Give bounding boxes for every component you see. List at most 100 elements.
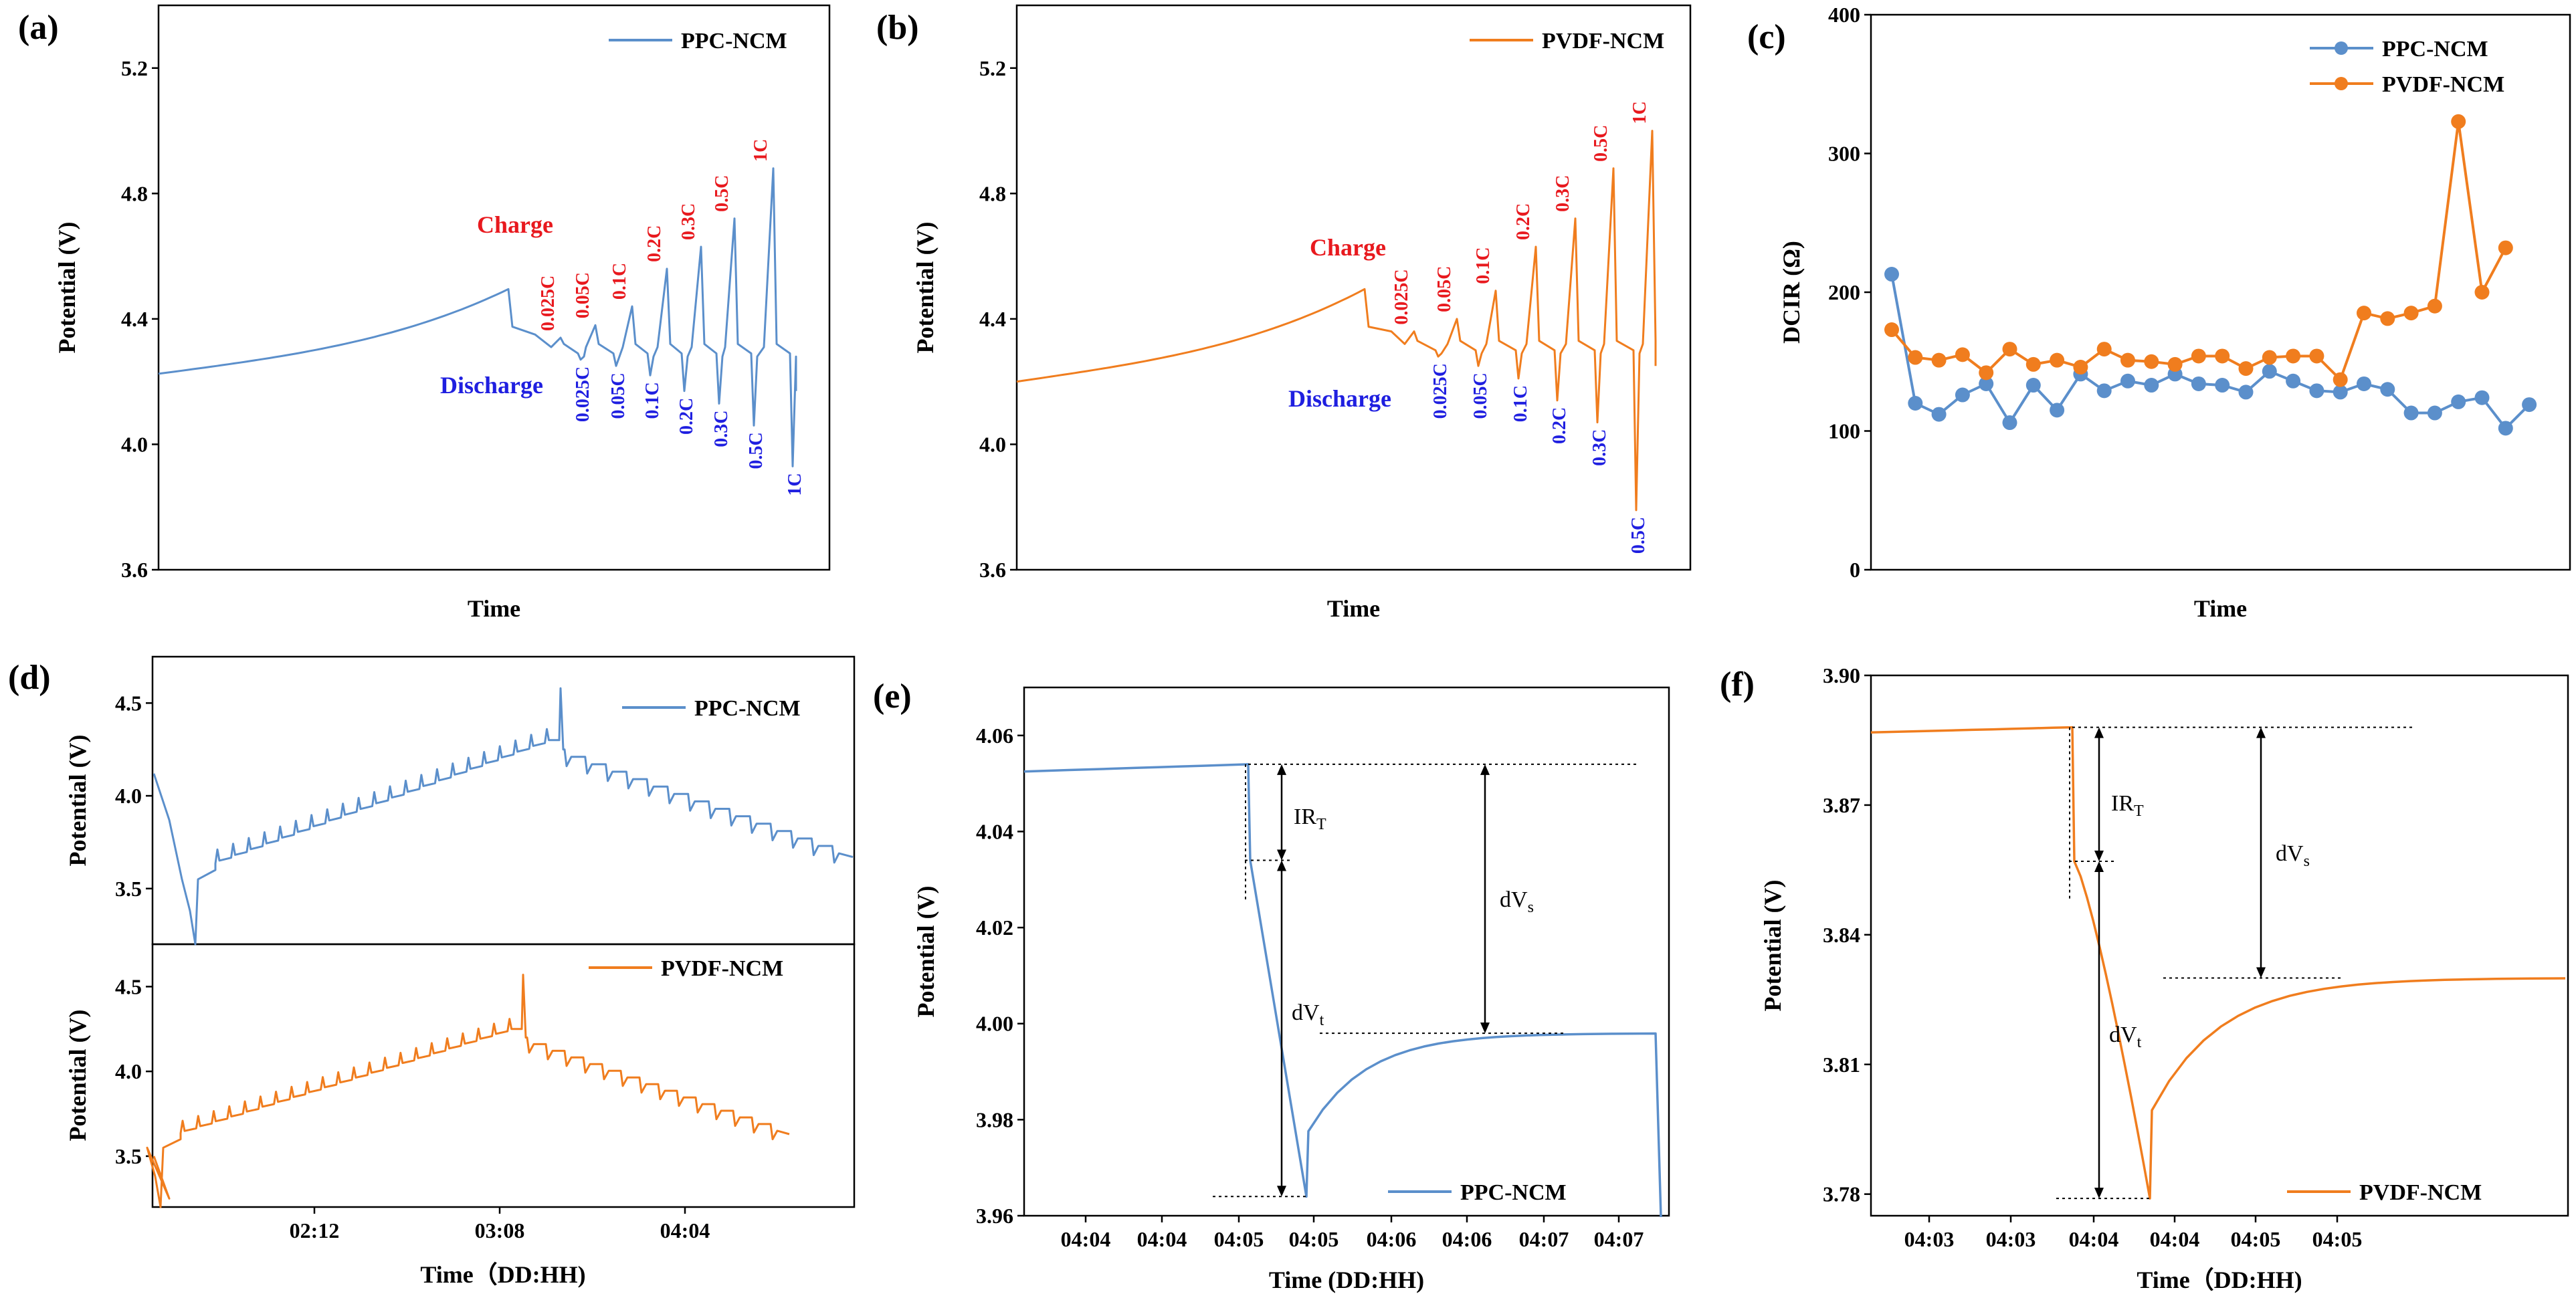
panel-c-data-point	[1931, 352, 1947, 368]
panel-c-data-point	[2002, 415, 2017, 431]
panel-e-ir-arrow-head	[1277, 849, 1286, 861]
panel-a-y-tick-label: 4.8	[121, 181, 148, 205]
panel-e-ir-label: IRT	[1294, 804, 1326, 833]
panel-f-dvt-label: dVt	[2109, 1022, 2142, 1051]
panel-d-x-tick-label: 04:04	[660, 1218, 710, 1242]
panel-d-x-tick-label: 02:12	[290, 1218, 340, 1242]
panel-b-charge-label: Charge	[1310, 234, 1386, 261]
panel-b-y-tick-label: 4.0	[979, 432, 1006, 456]
panel-e-x-tick-label: 04:07	[1519, 1227, 1569, 1251]
panel-c-data-point	[1884, 322, 1899, 338]
panel-a-xlabel: Time	[468, 595, 520, 622]
panel-d-top-legend: PPC-NCM	[694, 696, 801, 721]
panel-a-y-tick-label: 4.4	[121, 307, 148, 331]
panel-c-axes-frame	[1870, 13, 2571, 571]
panel-d-top-y-tick-label: 3.5	[115, 877, 142, 901]
panel-e-dvt-label: dVt	[1292, 1000, 1324, 1029]
panel-c-data-point	[2286, 348, 2301, 364]
panel-a-discharge-rate-label: 0.05C	[608, 372, 629, 419]
panel-a-ylabel: Potential (V)	[54, 222, 80, 354]
panel-e-y-tick-label: 3.98	[976, 1107, 1013, 1131]
panel-e-dvs-arrow-head	[1480, 764, 1490, 775]
panel-e-ylabel: Potential (V)	[912, 886, 939, 1018]
panel-e-x-tick-label: 04:06	[1442, 1227, 1492, 1251]
panel-e-y-tick-label: 3.96	[976, 1204, 1013, 1228]
panel-c-data-point	[2474, 390, 2490, 405]
panel-c-data-point	[2451, 394, 2466, 409]
panel-b-y-tick-label: 4.8	[979, 181, 1006, 205]
panel-b-xlabel: Time	[1327, 595, 1380, 622]
panel-c-y-tick-label: 200	[1828, 280, 1860, 304]
panel-f-dvs-arrow-head	[2256, 967, 2266, 978]
panel-b-discharge-rate-label: 0.025C	[1430, 363, 1451, 419]
panel-b-y-tick-label: 5.2	[979, 56, 1006, 80]
panel-c-data-point	[2357, 306, 2371, 321]
panel-e-x-tick-label: 04:06	[1367, 1227, 1417, 1251]
panel-e-x-tick-label: 04:05	[1214, 1227, 1264, 1251]
panel-d-bottom-ylabel: Potential (V)	[64, 1010, 91, 1141]
panel-c-data-point	[2333, 372, 2348, 387]
panel-a-discharge-rate-label: 1C	[785, 473, 805, 496]
panel-c-data-point	[2238, 361, 2254, 376]
panel-e-xlabel: Time (DD:HH)	[1269, 1267, 1424, 1293]
panel-d-top-y-tick-label: 4.5	[115, 691, 142, 715]
panel-c-xlabel: Time	[2194, 595, 2247, 622]
panel-a-discharge-rate-label: 0.2C	[676, 398, 697, 435]
panel-c-data-point	[2333, 385, 2348, 400]
panel-b-charge-rate-label: 0.2C	[1513, 203, 1534, 240]
panel-e-ir-arrow-head	[1277, 764, 1286, 775]
panel-c-data-point	[2427, 298, 2442, 314]
panel-c-data-point	[1908, 350, 1923, 365]
panel-e-y-tick-label: 4.00	[976, 1012, 1013, 1036]
panel-c-data-point	[2498, 240, 2513, 255]
panel-c-y-tick-label: 100	[1828, 419, 1860, 443]
panel-b-discharge-label: Discharge	[1288, 385, 1391, 412]
panel-c-data-point	[2050, 352, 2065, 368]
panel-b-y-tick-label: 3.6	[979, 558, 1006, 582]
panel-c-data-point	[2167, 356, 2183, 372]
panel-d-xlabel: Time（DD:HH)	[420, 1261, 585, 1288]
panel-e-legend: PPC-NCM	[1460, 1180, 1567, 1205]
panel-c-data-point	[2096, 342, 2112, 357]
panel-a-discharge-rate-label: 0.025C	[573, 366, 593, 422]
panel-c-data-point	[2498, 421, 2513, 436]
panel-f-dvt-arrow-head	[2094, 1188, 2104, 1199]
panel-d-bottom-frame	[151, 943, 856, 1208]
panel-a-charge-rate-label: 0.1C	[609, 263, 630, 300]
panel-a-axes-frame	[157, 4, 831, 571]
panel-c-data-point	[2215, 378, 2230, 393]
panel-c-data-point	[2474, 285, 2490, 300]
panel-e-y-tick-label: 4.02	[976, 915, 1013, 940]
panel-c-data-point	[2403, 405, 2419, 421]
panel-c-data-point	[2403, 306, 2419, 321]
panel-d-top-ylabel: Potential (V)	[64, 735, 91, 867]
panel-e-dvt-arrow-head	[1277, 1186, 1286, 1197]
panel-c-data-point	[1931, 407, 1947, 422]
panel-c-data-point	[1955, 387, 1970, 403]
panel-c-data-point	[2144, 378, 2159, 393]
panel-f-y-tick-label: 3.90	[1823, 663, 1860, 687]
panel-f-panel-label: (f)	[1720, 665, 1755, 703]
panel-f-axes-frame	[1870, 674, 2569, 1217]
panel-b-discharge-rate-label: 0.5C	[1628, 517, 1649, 554]
panel-c-data-point	[2025, 356, 2041, 372]
panel-e-dvs-arrow-head	[1480, 1022, 1490, 1034]
panel-a-charge-rate-label: 0.3C	[678, 203, 699, 240]
panel-c-data-point	[2238, 385, 2254, 400]
panel-b-charge-rate-label: 0.1C	[1473, 247, 1494, 284]
panel-a-discharge-rate-label: 0.3C	[711, 410, 732, 447]
panel-a-charge-rate-label: 0.5C	[712, 175, 732, 212]
panel-b-charge-rate-label: 0.05C	[1434, 266, 1455, 312]
panel-c-data-point	[2451, 114, 2466, 129]
panel-f-xlabel: Time（DD:HH)	[2137, 1267, 2302, 1293]
panel-b-panel-label: (b)	[876, 9, 919, 47]
panel-f-ir-label: IRT	[2111, 791, 2144, 820]
panel-d-bottom-y-tick-label: 4.0	[115, 1059, 142, 1083]
panel-a-discharge-rate-label: 0.1C	[642, 382, 663, 419]
panel-c-data-point	[2522, 397, 2537, 413]
panel-b-charge-rate-label: 0.5C	[1591, 125, 1611, 162]
panel-f-x-tick-label: 04:04	[2150, 1227, 2200, 1251]
panel-a-voltage-curve	[158, 167, 797, 467]
panel-b-axes-frame	[1015, 4, 1692, 571]
